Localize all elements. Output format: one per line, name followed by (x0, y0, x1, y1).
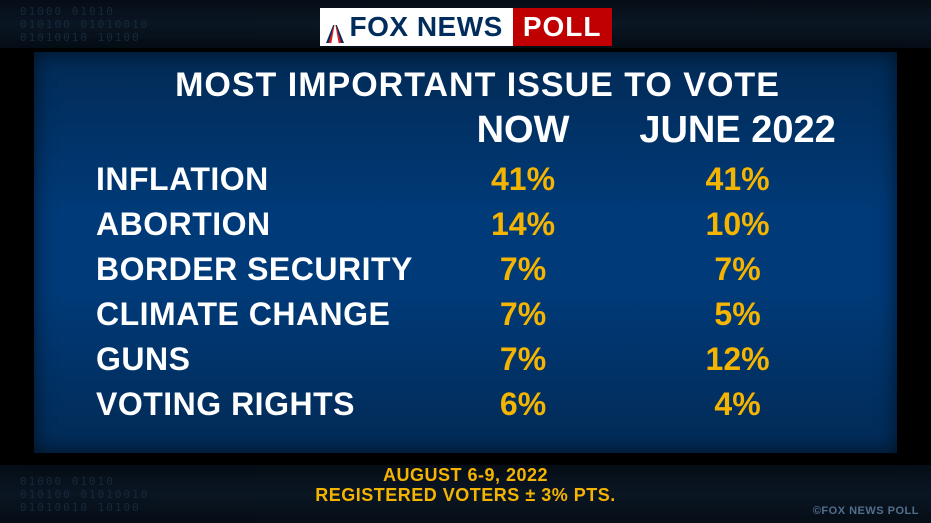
col-header-now: NOW (432, 109, 614, 156)
table-row: ABORTION 14% 10% (96, 203, 859, 246)
issue-label: ABORTION (96, 203, 430, 246)
now-value: 6% (432, 383, 614, 426)
col-header-prev: JUNE 2022 (616, 109, 859, 156)
footer-date: AUGUST 6-9, 2022 (0, 465, 931, 485)
issue-label: INFLATION (96, 158, 430, 201)
table-header-row: NOW JUNE 2022 (96, 109, 859, 156)
now-value: 7% (432, 293, 614, 336)
prev-value: 7% (616, 248, 859, 291)
issue-label: CLIMATE CHANGE (96, 293, 430, 336)
footer-meta: AUGUST 6-9, 2022 REGISTERED VOTERS ± 3% … (0, 465, 931, 505)
logo-poll-text: POLL (523, 11, 602, 43)
table-row: INFLATION 41% 41% (96, 158, 859, 201)
poll-panel: MOST IMPORTANT ISSUE TO VOTE NOW JUNE 20… (34, 52, 897, 453)
issue-label: BORDER SECURITY (96, 248, 430, 291)
prev-value: 41% (616, 158, 859, 201)
now-value: 7% (432, 248, 614, 291)
prev-value: 5% (616, 293, 859, 336)
panel-title: MOST IMPORTANT ISSUE TO VOTE (94, 66, 861, 105)
table-row: BORDER SECURITY 7% 7% (96, 248, 859, 291)
col-header-issue (96, 109, 430, 156)
poll-table: NOW JUNE 2022 INFLATION 41% 41% ABORTION… (94, 107, 861, 428)
header-logo: FOX NEWS POLL (319, 8, 611, 46)
logo-fox-news-text: FOX NEWS (349, 11, 502, 43)
logo-poll: POLL (513, 8, 612, 46)
logo-fox-news: FOX NEWS (319, 8, 512, 46)
prev-value: 4% (616, 383, 859, 426)
bg-digits: 01000 01010 010100 01010010 01010010 101… (0, 5, 149, 44)
watermark: ©FOX NEWS POLL (813, 505, 919, 517)
table-row: GUNS 7% 12% (96, 338, 859, 381)
issue-label: VOTING RIGHTS (96, 383, 430, 426)
spotlight-icon (325, 18, 343, 36)
footer-sample: REGISTERED VOTERS ± 3% PTS. (0, 485, 931, 505)
now-value: 41% (432, 158, 614, 201)
prev-value: 12% (616, 338, 859, 381)
now-value: 7% (432, 338, 614, 381)
table-row: CLIMATE CHANGE 7% 5% (96, 293, 859, 336)
issue-label: GUNS (96, 338, 430, 381)
table-row: VOTING RIGHTS 6% 4% (96, 383, 859, 426)
now-value: 14% (432, 203, 614, 246)
prev-value: 10% (616, 203, 859, 246)
